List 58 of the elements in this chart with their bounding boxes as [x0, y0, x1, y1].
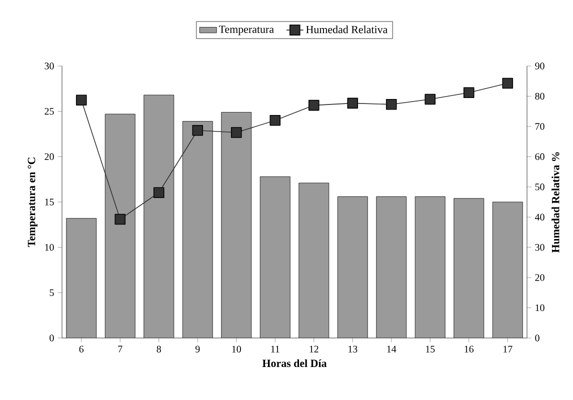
legend-label: Humedad Relativa	[306, 26, 388, 34]
point	[424, 94, 436, 105]
x-axis-title: Horas del Día	[262, 359, 327, 368]
point	[153, 187, 164, 198]
point	[347, 98, 358, 109]
x-tick-label: 8	[156, 346, 161, 352]
point	[114, 214, 126, 225]
x-tick-label: 17	[504, 346, 512, 352]
point	[270, 115, 281, 126]
x-tick-label: 16	[464, 346, 474, 352]
y2-axis-title: Humedad Relativa %	[552, 152, 560, 253]
y2-tick-label: 10	[536, 304, 544, 312]
bar	[182, 121, 213, 338]
y2-tick-label: 90	[535, 62, 544, 70]
bar	[376, 196, 406, 338]
x-tick-label: 15	[426, 346, 435, 352]
bar	[492, 202, 523, 338]
bar	[105, 114, 136, 338]
x-tick-label: 14	[387, 346, 396, 352]
point	[502, 78, 514, 89]
y2-tick-label: 50	[535, 184, 544, 190]
y-tick-label: 15	[45, 198, 54, 206]
y2-tick-label: 0	[535, 334, 540, 342]
bar	[221, 112, 252, 338]
point	[230, 127, 242, 138]
bar	[144, 95, 174, 338]
y2-tick-label: 80	[535, 92, 544, 100]
bar	[338, 196, 368, 338]
bar	[454, 198, 484, 338]
y-tick-label: 25	[44, 108, 54, 115]
y2-tick-label: 30	[535, 244, 544, 251]
bar	[260, 176, 290, 338]
point	[386, 98, 397, 110]
legend-label: Temperatura	[218, 26, 274, 36]
x-tick-label: 6	[79, 346, 84, 352]
y-tick-label: 10	[45, 244, 54, 251]
x-tick-label: 11	[271, 346, 280, 352]
point	[192, 124, 204, 136]
y-tick-label: 20	[44, 153, 54, 160]
x-tick-label: 13	[348, 346, 358, 352]
bar	[415, 196, 446, 338]
y-axis-title: Temperatura en °C	[28, 158, 38, 248]
bar	[66, 218, 96, 338]
y-tick-label: 30	[44, 62, 54, 70]
y2-tick-label: 40	[534, 214, 544, 220]
y-tick-label: 0	[50, 334, 54, 342]
point	[308, 100, 320, 111]
point	[76, 94, 87, 106]
x-tick-label: 7	[118, 346, 122, 352]
y2-tick-label: 20	[535, 274, 544, 281]
y2-tick-label: 70	[535, 123, 544, 130]
point	[463, 87, 474, 98]
x-tick-label: 9	[195, 346, 200, 352]
y2-tick-label: 60	[535, 153, 544, 160]
bar	[298, 182, 329, 338]
x-tick-label: 10	[232, 346, 241, 352]
y-tick-label: 5	[50, 289, 54, 296]
x-tick-label: 12	[310, 346, 318, 352]
